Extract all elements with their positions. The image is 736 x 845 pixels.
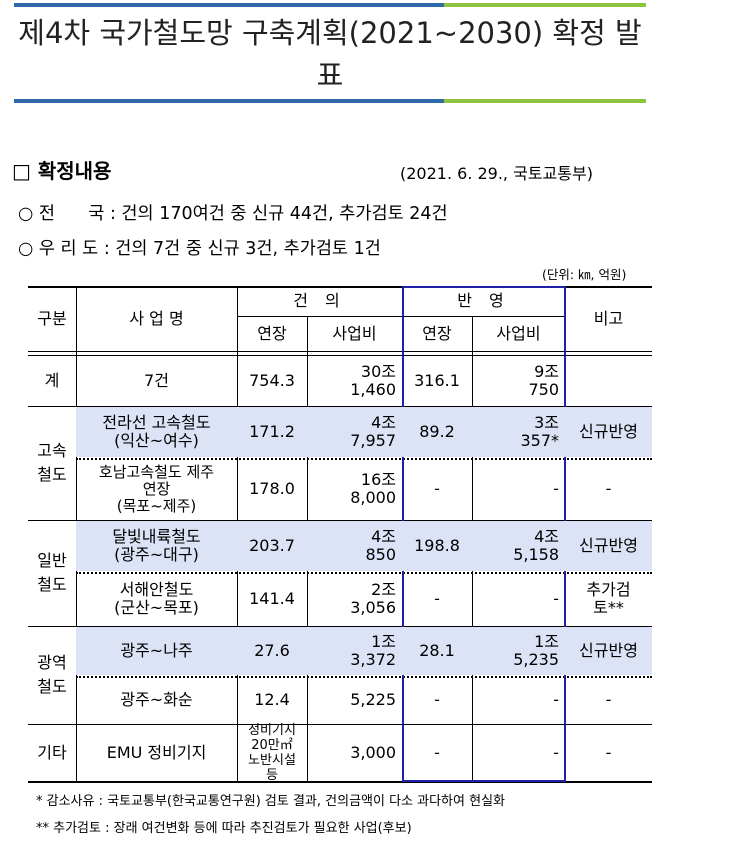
header-remark: 비고: [593, 309, 624, 328]
bullet-province: ○ 우 리 도 : 건의 7건 중 신규 3건, 추가검토 1건: [18, 239, 381, 259]
row-5-proposal-cost: 1조 3,372: [350, 632, 396, 669]
announcement-date: (2021. 6. 29., 국토교통부): [400, 164, 593, 183]
bullet-nationwide: ○ 전 국 : 건의 170여건 중 신규 44건, 추가검토 24건: [18, 204, 448, 224]
section-heading: □ 확정내용: [12, 159, 112, 183]
row-7-project: EMU 정비기지: [106, 743, 207, 762]
row-5-proposal-length: 27.6: [254, 641, 290, 660]
row-4-remark: 추가검 토**: [586, 580, 631, 617]
group-metropolitan: 광역 철도: [37, 653, 67, 696]
row-2-proposal-cost: 16조 8,000: [350, 470, 396, 507]
total-remark: [565, 356, 652, 406]
row-2-proposal-length: 178.0: [249, 479, 295, 498]
row-3-proposal-length: 203.7: [249, 536, 295, 555]
total-proposal-length: 754.3: [249, 371, 295, 390]
row-7-remark: -: [605, 743, 612, 762]
row-6-proposal-length: 12.4: [254, 690, 290, 709]
group-conventional: 일반 철도: [37, 551, 67, 594]
header-reflected-cost: 사업비: [496, 324, 541, 343]
row-highlight: [76, 627, 652, 675]
row-4-proposal-cost: 2조 3,056: [350, 580, 396, 617]
row-1-project: 전라선 고속철도 (익산~여수): [102, 413, 211, 450]
total-label: 계: [44, 371, 60, 390]
row-4-reflected-cost: -: [553, 589, 559, 608]
page-title: 제4차 국가철도망 구축계획(2021~2030) 확정 발표: [18, 16, 642, 92]
row-3-remark: 신규반영: [579, 536, 638, 555]
row-6-project: 광주~화순: [120, 690, 193, 709]
row-4-project: 서해안철도 (군산~목포): [114, 580, 199, 617]
header-category: 구분: [37, 309, 67, 328]
header-project: 사 업 명: [129, 309, 184, 328]
row-3-project: 달빛내륙철도 (광주~대구): [112, 527, 201, 564]
footnote-reduction: * 감소사유 : 국토교통부(한국교통연구원) 검토 결과, 건의금액이 다소 …: [36, 794, 505, 809]
header-reflected: 반 영: [457, 291, 510, 310]
row-7-reflected-length: -: [434, 743, 440, 762]
row-6-proposal-cost: 5,225: [350, 690, 396, 709]
row-7-proposal-length: 정비기지 20만㎡ 노반시설 등: [248, 723, 296, 783]
row-7-reflected-cost: -: [553, 743, 559, 762]
header-proposal-length: 연장: [257, 324, 287, 343]
row-3-reflected-length: 198.8: [414, 536, 460, 555]
total-reflected-cost: 9조 750: [528, 362, 559, 399]
row-2-reflected-cost: -: [553, 479, 559, 498]
row-6-reflected-length: -: [434, 690, 440, 709]
footnote-further-review: ** 추가검토 : 장래 여건변화 등에 따라 추진검토가 필요한 사업(후보): [36, 821, 412, 836]
row-highlight: [76, 521, 652, 571]
row-3-proposal-cost: 4조 850: [365, 527, 396, 564]
group-other: 기타: [37, 743, 67, 762]
header-reflected-length: 연장: [422, 324, 452, 343]
row-5-reflected-length: 28.1: [419, 641, 455, 660]
title-bottom-bar: [14, 99, 646, 103]
title-top-bar: [14, 3, 646, 7]
project-table: 구분 사 업 명 건 의 반 영 비고 연장 사업비 연장 사업비 계 7건 7…: [28, 286, 652, 783]
row-2-reflected-length: -: [434, 479, 440, 498]
row-4-reflected-length: -: [434, 589, 440, 608]
total-project: 7건: [144, 371, 169, 390]
group-highspeed: 고속 철도: [37, 441, 67, 484]
unit-label: (단위: ㎞, 억원): [542, 267, 627, 282]
row-6-reflected-cost: -: [553, 690, 559, 709]
row-1-remark: 신규반영: [579, 422, 638, 441]
row-7-proposal-cost: 3,000: [350, 743, 396, 762]
row-5-remark: 신규반영: [579, 641, 638, 660]
total-reflected-length: 316.1: [414, 371, 460, 390]
row-4-proposal-length: 141.4: [249, 589, 295, 608]
row-3-reflected-cost: 4조 5,158: [513, 527, 559, 564]
row-1-reflected-cost: 3조 357*: [520, 413, 559, 450]
row-1-reflected-length: 89.2: [419, 422, 455, 441]
total-proposal-cost: 30조 1,460: [350, 362, 396, 399]
row-1-proposal-cost: 4조 7,957: [350, 413, 396, 450]
row-5-project: 광주~나주: [120, 641, 193, 660]
row-2-remark: -: [605, 479, 612, 498]
header-proposal: 건 의: [293, 291, 346, 310]
header-proposal-cost: 사업비: [332, 324, 377, 343]
row-6-remark: -: [605, 690, 612, 709]
row-2-project: 호남고속철도 제주 연장 (목포~제주): [98, 462, 215, 515]
row-5-reflected-cost: 1조 5,235: [513, 632, 559, 669]
row-highlight: [76, 407, 652, 457]
row-1-proposal-length: 171.2: [249, 422, 295, 441]
